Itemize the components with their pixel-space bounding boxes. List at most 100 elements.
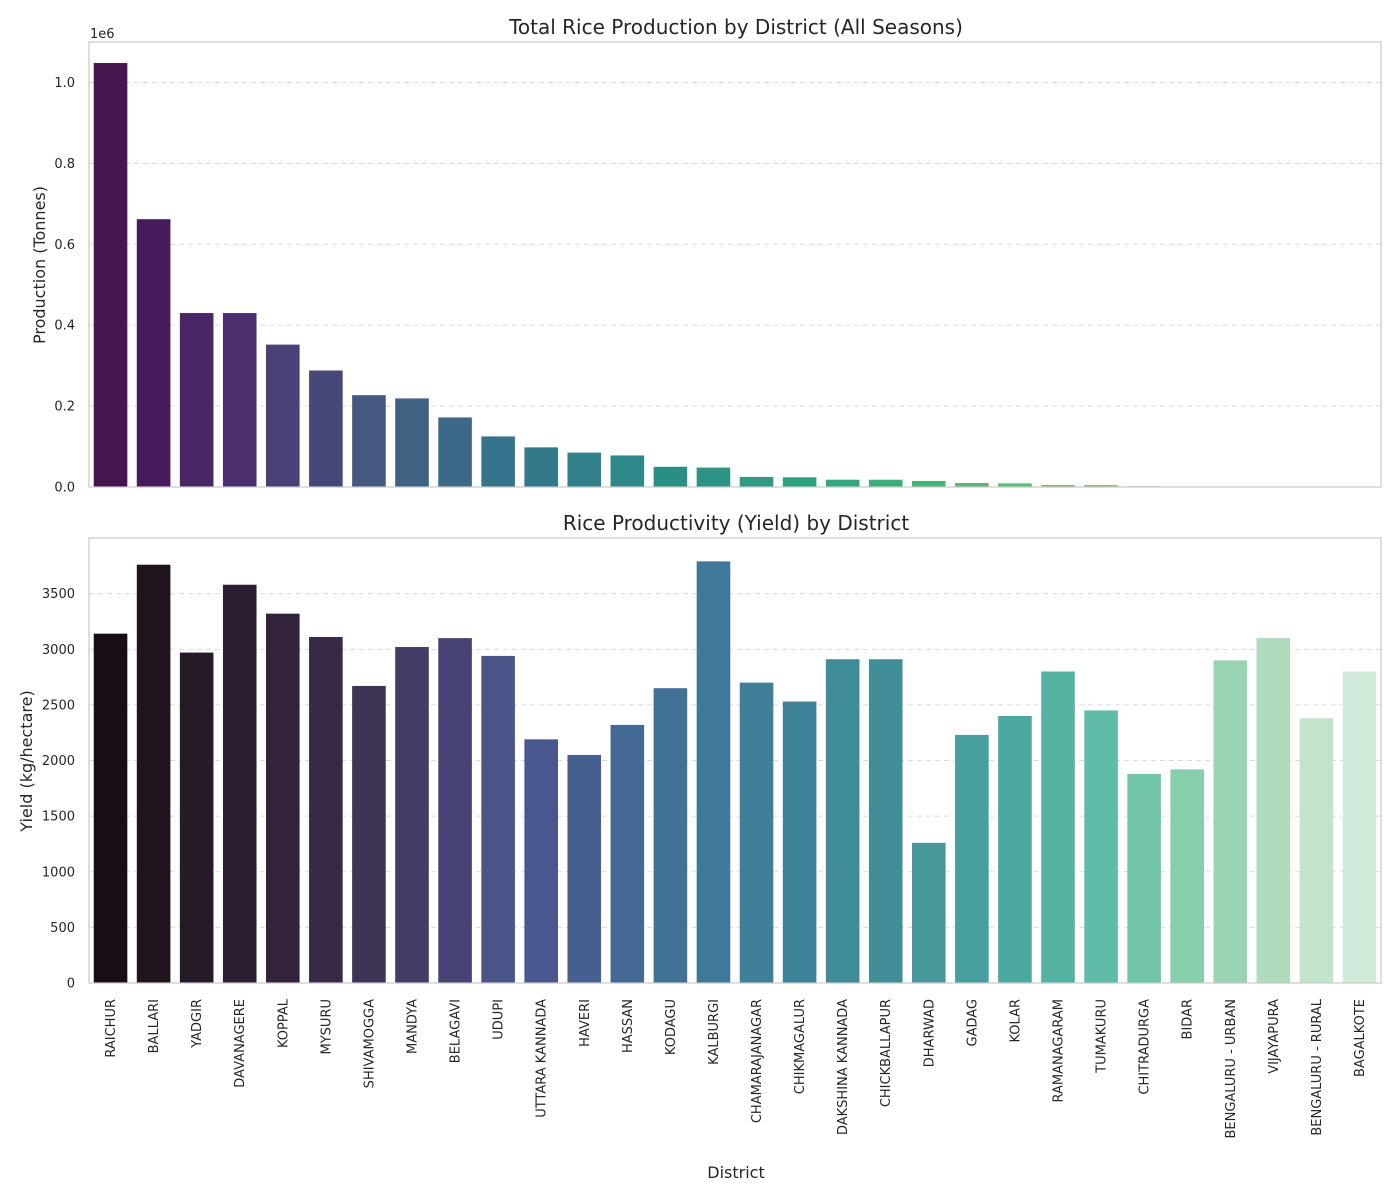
bar-kolar	[998, 716, 1032, 983]
x-tick-label: KOPPAL	[276, 998, 291, 1048]
bar-haveri	[567, 452, 602, 487]
production-bars	[93, 63, 1377, 487]
x-tick-label: BAGALKOTE	[1353, 999, 1368, 1077]
bar-koppal	[266, 613, 300, 983]
x-tick-label: KODAGU	[664, 999, 679, 1055]
yield-x-axis-label: District	[707, 1163, 764, 1182]
yield-chart: Rice Productivity (Yield) by District Yi…	[17, 511, 1382, 1182]
bar-kalburgi	[696, 467, 731, 487]
bar-kalburgi	[696, 561, 731, 983]
y-tick-label: 2000	[42, 754, 75, 769]
bar-udupi	[481, 436, 515, 487]
bar-mandya	[395, 647, 429, 983]
x-tick-label: BALLARI	[147, 999, 162, 1053]
x-tick-label: KALBURGI	[707, 999, 722, 1065]
yield-y-axis-label: Yield (kg/hectare)	[17, 690, 36, 832]
bar-chickballapur	[868, 659, 903, 983]
y-tick-label: 0.0	[54, 481, 75, 496]
bar-bidar	[1170, 769, 1204, 983]
bar-uttara-kannada	[524, 447, 558, 487]
y-tick-label: 0.8	[54, 157, 75, 172]
x-tick-label: UTTARA KANNADA	[535, 999, 550, 1118]
bar-bengaluru-rural	[1299, 718, 1334, 983]
bar-koppal	[266, 344, 300, 487]
bar-gadag	[955, 734, 989, 983]
x-tick-label: CHICKBALLAPUR	[879, 999, 894, 1107]
bar-davanagere	[222, 313, 257, 487]
y-tick-label: 3000	[42, 643, 75, 658]
x-tick-label: CHITRADURGA	[1138, 999, 1153, 1095]
production-plot-frame	[88, 41, 1382, 488]
y-tick-label: 2500	[42, 698, 75, 713]
x-tick-label: YADGIR	[190, 999, 205, 1049]
x-tick-label: CHIKMAGALUR	[793, 999, 808, 1094]
bar-chikmagalur	[782, 701, 817, 983]
bar-ramanagaram	[1041, 671, 1075, 983]
bar-uttara-kannada	[524, 739, 558, 983]
y-tick-label: 3500	[42, 587, 75, 602]
y-tick-label: 0.4	[54, 319, 75, 334]
bar-gadag	[955, 482, 989, 487]
yield-chart-title: Rice Productivity (Yield) by District	[563, 511, 909, 535]
x-tick-label: RAICHUR	[104, 999, 119, 1058]
x-tick-label: BENGALURU - RURAL	[1310, 998, 1325, 1135]
bar-chamarajanagar	[739, 476, 774, 487]
bar-bagalkote	[1342, 671, 1377, 983]
x-tick-label: CHAMARAJANAGAR	[750, 999, 765, 1123]
bar-bengaluru-urban	[1213, 660, 1248, 983]
y-tick-label: 1500	[42, 810, 75, 825]
production-chart: Total Rice Production by District (All S…	[30, 15, 1382, 496]
production-chart-title: Total Rice Production by District (All S…	[508, 15, 963, 39]
bar-belagavi	[438, 417, 472, 487]
x-tick-label: RAMANAGARAM	[1052, 999, 1067, 1102]
y-tick-label: 0.2	[54, 400, 75, 415]
production-y-ticks: 0.0 0.2 0.4 0.6 0.8 1.0	[54, 76, 75, 496]
y-tick-label: 0.6	[54, 238, 75, 253]
x-tick-label: HAVERI	[578, 999, 593, 1047]
bar-belagavi	[438, 638, 472, 983]
bar-chamarajanagar	[739, 682, 774, 983]
x-tick-label: SHIVAMOGGA	[362, 999, 377, 1088]
x-tick-label: DAVANAGERE	[233, 999, 248, 1088]
bar-kolar	[998, 483, 1032, 487]
bar-yadgir	[179, 652, 214, 983]
x-tick-label: UDUPI	[492, 999, 507, 1040]
bar-mysuru	[309, 637, 343, 983]
bar-yadgir	[179, 313, 214, 487]
bar-hassan	[610, 724, 645, 983]
y-tick-label: 1.0	[54, 76, 75, 91]
bar-dharwad	[912, 480, 946, 487]
bar-raichur	[93, 633, 128, 983]
bar-ramanagaram	[1041, 484, 1075, 487]
x-tick-label: BENGALURU - URBAN	[1224, 999, 1239, 1139]
bar-tumakuru	[1084, 710, 1118, 983]
bar-shivamogga	[352, 395, 386, 487]
bar-chikmagalur	[782, 477, 817, 487]
bar-haveri	[567, 754, 602, 983]
bar-ballari	[136, 564, 171, 983]
x-tick-label: KOLAR	[1008, 999, 1023, 1043]
bar-hassan	[610, 455, 645, 487]
bar-chitradurga	[1127, 773, 1161, 983]
bar-chickballapur	[868, 479, 903, 487]
y-tick-label: 1000	[42, 865, 75, 880]
bar-davanagere	[222, 584, 257, 983]
bar-kodagu	[653, 466, 688, 487]
yield-x-ticks: RAICHUR BALLARI YADGIR DAVANAGERE KOPPAL MYSU…	[104, 998, 1368, 1138]
x-tick-label: GADAG	[965, 999, 980, 1047]
x-tick-label: HASSAN	[621, 999, 636, 1053]
bar-dakshina-kannada	[825, 659, 860, 983]
x-tick-label: DHARWAD	[922, 999, 937, 1067]
bar-mysuru	[309, 370, 343, 487]
x-tick-label: DAKSHINA KANNADA	[836, 999, 851, 1135]
production-y-axis-label: Production (Tonnes)	[30, 186, 49, 344]
y-tick-label: 500	[50, 921, 75, 936]
bar-raichur	[93, 63, 128, 487]
bar-dharwad	[912, 842, 946, 983]
bar-ballari	[136, 219, 171, 487]
x-tick-label: BELAGAVI	[449, 999, 464, 1063]
x-tick-label: MANDYA	[406, 999, 421, 1054]
x-tick-label: MYSURU	[319, 999, 334, 1054]
yield-y-ticks: 0 500 1000 1500 2000 2500 3000 3500	[42, 587, 75, 991]
